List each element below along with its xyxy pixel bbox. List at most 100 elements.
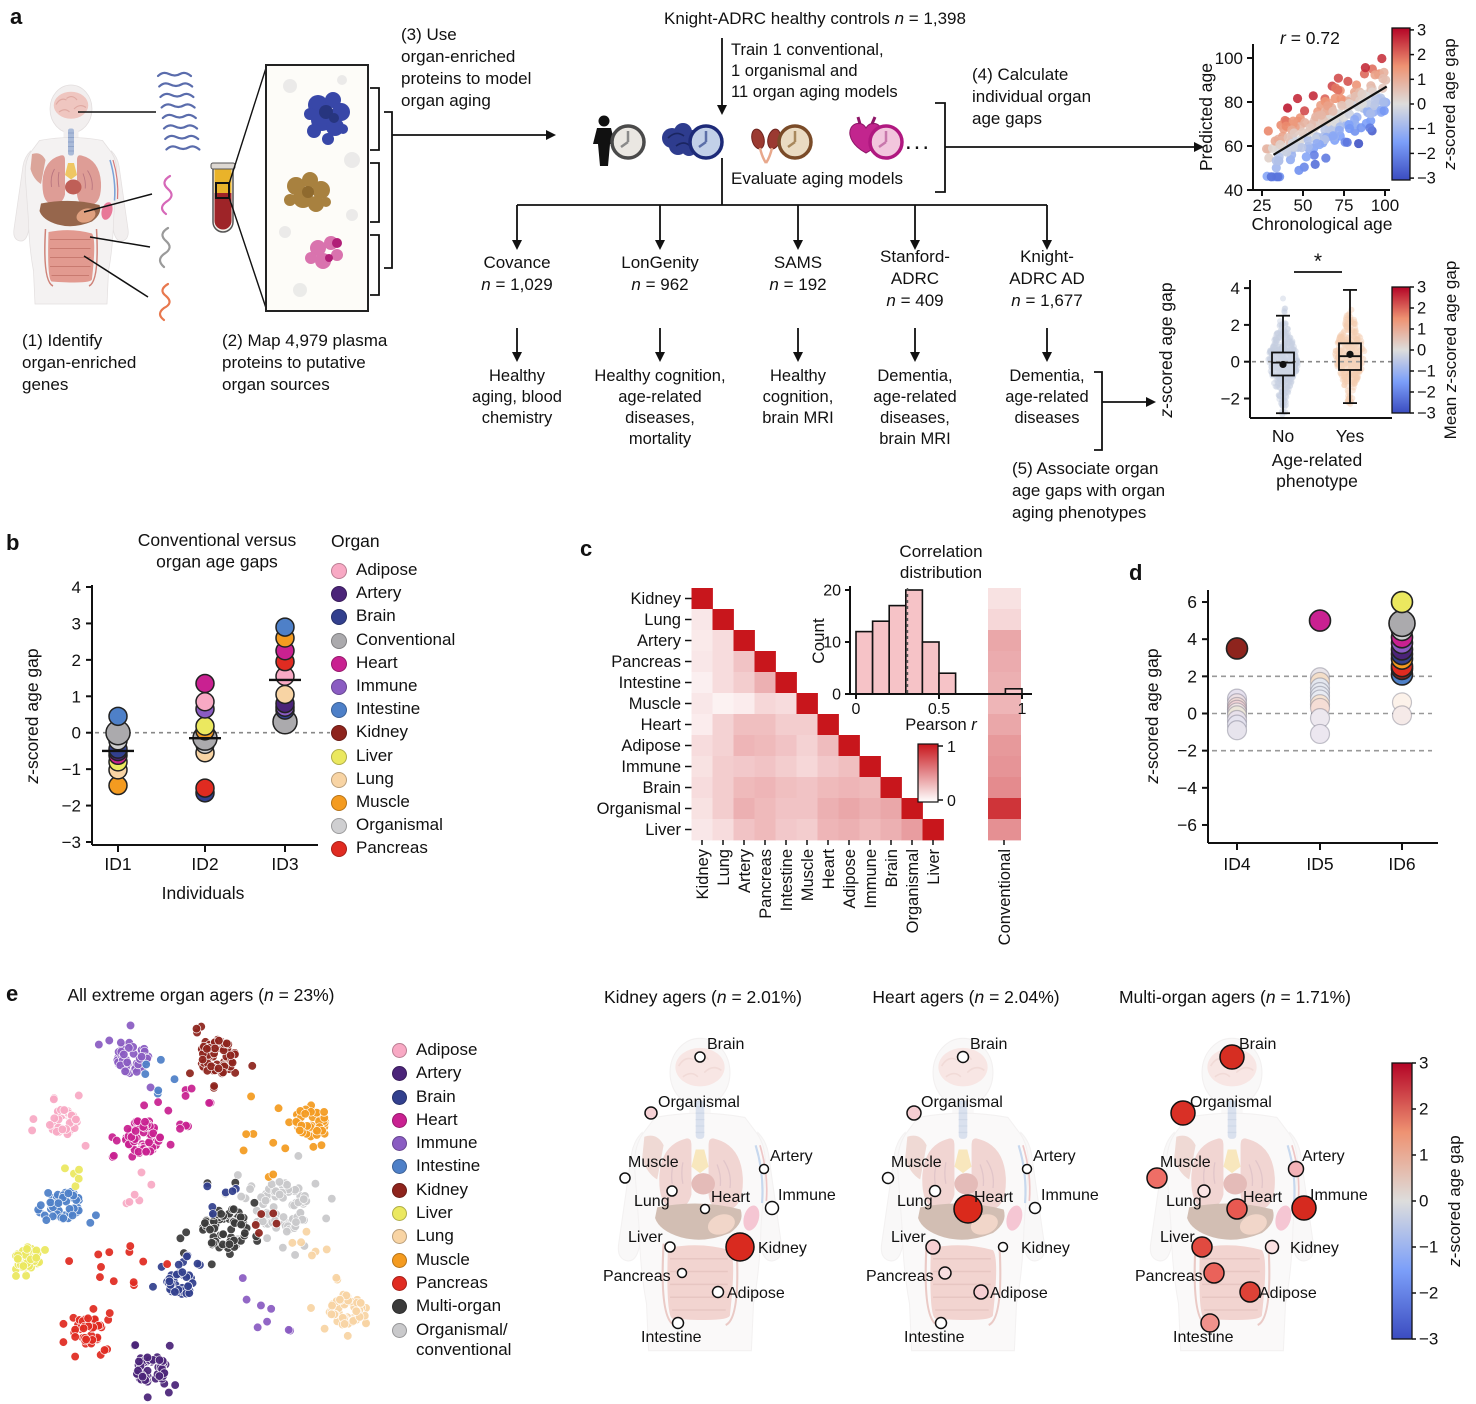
scatter-point xyxy=(1335,86,1345,96)
scatter-point xyxy=(1312,132,1322,142)
scatter-point xyxy=(1334,109,1345,119)
tsne-point-kidney xyxy=(209,1062,219,1073)
tsne-point-organismal-conventional xyxy=(240,1193,251,1204)
violin-dot xyxy=(1288,360,1295,367)
heatmap-cell xyxy=(712,714,734,736)
body-organ-dot-intestine xyxy=(934,1316,948,1330)
tsne-point-multi-organ xyxy=(226,1224,236,1235)
violin-dot xyxy=(1276,374,1283,381)
organ-point-muscle xyxy=(195,721,215,741)
violin-dot xyxy=(1278,388,1285,395)
tsne-point-adipose xyxy=(80,1141,91,1151)
tsne-point-adipose xyxy=(66,1124,77,1134)
tsne-point-pancreas xyxy=(88,1322,98,1332)
heatmap-cell xyxy=(817,735,839,757)
violin-dot xyxy=(1356,369,1363,376)
tsne-point-immune xyxy=(124,1038,134,1048)
tsne-point-muscle xyxy=(291,1117,301,1127)
tsne-point-pancreas xyxy=(79,1314,89,1325)
tsne-point-kidney xyxy=(210,1043,220,1054)
scatter-point xyxy=(1261,144,1272,154)
y-tick: 0 xyxy=(1231,353,1240,372)
tsne-point-liver xyxy=(11,1271,21,1281)
tsne-point-organismal-conventional xyxy=(264,1184,274,1194)
violin-dot xyxy=(1344,397,1351,404)
tsne-point-multi-organ xyxy=(201,1216,211,1226)
scatter-point xyxy=(1275,172,1285,182)
tsne-point-lung xyxy=(360,1311,370,1321)
y-tick: −4 xyxy=(1177,778,1197,798)
violin-dot xyxy=(1351,318,1358,325)
scatter-point xyxy=(1301,131,1311,142)
tsne-point-organismal-conventional xyxy=(277,1188,287,1198)
scatter-point xyxy=(1330,93,1340,104)
violin-dot xyxy=(1279,354,1286,361)
tsne-point-kidney xyxy=(203,1058,213,1069)
scatter-point xyxy=(1281,145,1291,155)
violin-dot xyxy=(1284,374,1291,381)
legend-item-lung: Lung xyxy=(331,769,481,790)
tsne-point-intestine xyxy=(66,1192,76,1203)
violin-dot xyxy=(1271,347,1278,354)
tsne-point-immune xyxy=(133,1059,143,1070)
violin-dot xyxy=(1351,316,1358,323)
body-organ-dot-pancreas xyxy=(938,1266,952,1280)
violin-dot xyxy=(1353,342,1360,349)
scatter-point xyxy=(1350,126,1360,136)
tsne-point-adipose xyxy=(146,1180,156,1190)
scatter-point xyxy=(1350,114,1360,125)
violin-dot xyxy=(1345,366,1352,373)
tsne-point-intestine xyxy=(40,1210,50,1221)
violin-dot xyxy=(1272,383,1279,390)
tsne-point-brain xyxy=(231,1184,241,1194)
tsne-point-artery xyxy=(133,1365,143,1376)
legend-label: Muscle xyxy=(356,791,410,811)
legend-item-liver: Liver xyxy=(392,1203,582,1224)
violin-dot xyxy=(1351,340,1358,347)
violin-dot xyxy=(1285,368,1292,375)
tsne-point-muscle xyxy=(318,1116,329,1126)
legend-item-muscle: Muscle xyxy=(392,1250,582,1271)
tsne-point-liver xyxy=(16,1260,26,1270)
tsne-point-multi-organ xyxy=(228,1216,238,1227)
a4-colorbar xyxy=(1391,27,1411,181)
legend-item-kidney: Kidney xyxy=(331,722,481,743)
violin-dot xyxy=(1286,335,1293,342)
scatter-point xyxy=(1313,111,1324,121)
violin-dot xyxy=(1272,334,1279,341)
tsne-point-brain xyxy=(207,1202,217,1212)
y-tick: 4 xyxy=(72,578,81,597)
scatter-point xyxy=(1282,147,1292,157)
heatmap-row-label: Intestine xyxy=(619,674,681,692)
tsne-point-multi-organ xyxy=(198,1225,208,1235)
violin-dot xyxy=(1343,336,1350,343)
violin-dot xyxy=(1348,342,1355,349)
tsne-title: All extreme organ agers (n = 23%) xyxy=(67,985,335,1005)
heatmap-cell xyxy=(754,777,776,799)
scatter-point xyxy=(1310,121,1320,131)
tsne-point-organismal-conventional xyxy=(293,1216,304,1226)
cohort-covance-outcome: Healthy aging, blood chemistry xyxy=(472,367,562,427)
violin-dot xyxy=(1281,383,1288,390)
tsne-point-lung xyxy=(339,1299,350,1310)
tsne-point-intestine xyxy=(52,1209,62,1219)
e-colorbar xyxy=(1391,1062,1413,1340)
tsne-point-immune xyxy=(137,1045,147,1055)
violin-dot xyxy=(1355,352,1362,359)
tsne-point-kidney xyxy=(209,1083,219,1093)
violin-dot xyxy=(1341,373,1348,380)
colorbar-tick: 1 xyxy=(1417,71,1426,89)
violin-dot xyxy=(1281,374,1288,381)
scatter-point xyxy=(1343,103,1353,113)
scatter-point xyxy=(1276,135,1286,146)
violin-dot xyxy=(1357,358,1364,365)
violin-dot xyxy=(1269,356,1276,363)
violin-dot xyxy=(1276,351,1283,358)
tsne-point-brain xyxy=(167,1286,177,1297)
tsne-point-heart xyxy=(133,1119,144,1129)
violin-dot xyxy=(1348,343,1355,350)
body-organ-label-heart: Heart xyxy=(711,1189,751,1206)
tsne-point-liver xyxy=(13,1254,23,1264)
violin-dot xyxy=(1284,373,1291,380)
colorbar-tick: −3 xyxy=(1417,405,1436,423)
